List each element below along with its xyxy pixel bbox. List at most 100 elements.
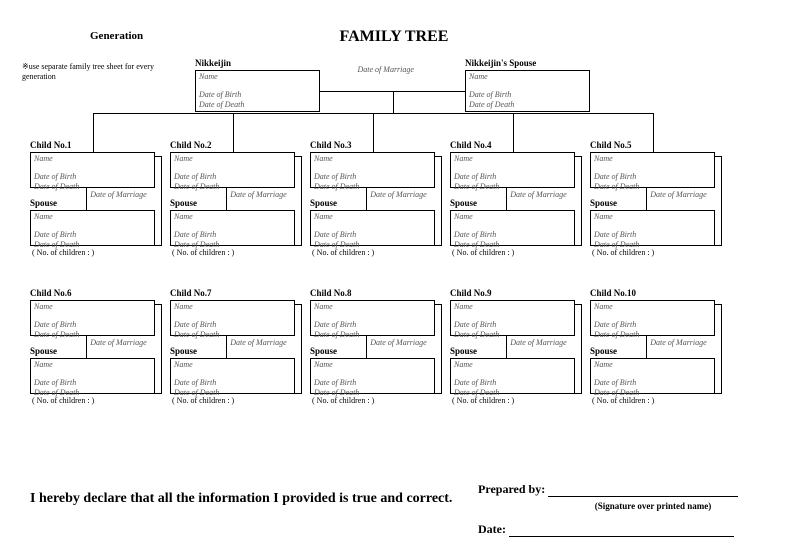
field-dob: Date of Birth bbox=[199, 90, 316, 100]
field-dod: Date of Death bbox=[199, 100, 316, 110]
person-box: Name Date of BirthDate of Death bbox=[590, 300, 715, 336]
generation-label: Generation bbox=[90, 30, 143, 42]
field-name: Name bbox=[594, 302, 711, 312]
num-children-field: ( No. of children : ) bbox=[592, 248, 717, 257]
person-box: Name Date of BirthDate of Death bbox=[590, 358, 715, 394]
field-name: Name bbox=[174, 360, 291, 370]
field-dob: Date of Birth bbox=[454, 230, 571, 240]
box-label: Child No.5 bbox=[590, 140, 632, 150]
field-name: Name bbox=[199, 72, 316, 82]
field-name: Name bbox=[34, 360, 151, 370]
field-dob: Date of Birth bbox=[174, 230, 291, 240]
box-label: Spouse bbox=[170, 198, 197, 208]
box-label: Spouse bbox=[590, 198, 617, 208]
date-of-marriage-field: Date of Marriage bbox=[370, 338, 426, 347]
field-name: Name bbox=[469, 72, 586, 82]
box-label: Spouse bbox=[310, 346, 337, 356]
person-box: Name Date of BirthDate of Death bbox=[30, 300, 155, 336]
field-name: Name bbox=[34, 212, 151, 222]
field-name: Name bbox=[454, 302, 571, 312]
box-label: Child No.4 bbox=[450, 140, 492, 150]
field-dob: Date of Birth bbox=[454, 320, 571, 330]
person-box: Name Date of BirthDate of Death bbox=[310, 152, 435, 188]
field-name: Name bbox=[594, 360, 711, 370]
field-dob: Date of Birth bbox=[314, 320, 431, 330]
field-name: Name bbox=[314, 360, 431, 370]
date-of-marriage-field: Date of Marriage bbox=[230, 338, 286, 347]
box-label: Child No.8 bbox=[310, 288, 352, 298]
person-box: Name Date of BirthDate of Death bbox=[310, 210, 435, 246]
num-children-field: ( No. of children : ) bbox=[312, 248, 437, 257]
person-box: Name Date of BirthDate of Death bbox=[450, 152, 575, 188]
box-label: Nikkeijin bbox=[195, 58, 231, 68]
person-box: Name Date of BirthDate of Death bbox=[195, 70, 320, 112]
date-of-marriage-label: Date of Marriage bbox=[358, 65, 414, 74]
box-label: Child No.9 bbox=[450, 288, 492, 298]
box-label: Child No.6 bbox=[30, 288, 72, 298]
declaration-text: I hereby declare that all the informatio… bbox=[30, 491, 452, 507]
person-box: Name Date of BirthDate of Death bbox=[170, 300, 295, 336]
prepared-by: Prepared by: bbox=[478, 482, 748, 497]
person-box: Name Date of BirthDate of Death bbox=[170, 210, 295, 246]
field-name: Name bbox=[454, 154, 571, 164]
field-dob: Date of Birth bbox=[594, 230, 711, 240]
field-dob: Date of Birth bbox=[314, 378, 431, 388]
box-label: Spouse bbox=[590, 346, 617, 356]
num-children-field: ( No. of children : ) bbox=[172, 396, 297, 405]
field-dob: Date of Birth bbox=[454, 172, 571, 182]
person-box: Name Date of BirthDate of Death bbox=[590, 152, 715, 188]
field-dob: Date of Birth bbox=[594, 378, 711, 388]
date-of-marriage-field: Date of Marriage bbox=[370, 190, 426, 199]
field-dob: Date of Birth bbox=[174, 378, 291, 388]
date-of-marriage-field: Date of Marriage bbox=[90, 190, 146, 199]
box-label: Nikkeijin's Spouse bbox=[465, 58, 536, 68]
field-name: Name bbox=[34, 302, 151, 312]
field-dob: Date of Birth bbox=[34, 378, 151, 388]
field-name: Name bbox=[314, 154, 431, 164]
field-name: Name bbox=[314, 302, 431, 312]
field-dob: Date of Birth bbox=[34, 320, 151, 330]
field-dod: Date of Death bbox=[469, 100, 586, 110]
field-dob: Date of Birth bbox=[34, 230, 151, 240]
num-children-field: ( No. of children : ) bbox=[32, 248, 157, 257]
field-name: Name bbox=[454, 212, 571, 222]
field-name: Name bbox=[174, 302, 291, 312]
person-box: Name Date of BirthDate of Death bbox=[450, 210, 575, 246]
person-box: Name Date of BirthDate of Death bbox=[30, 152, 155, 188]
date-of-marriage-field: Date of Marriage bbox=[650, 338, 706, 347]
field-dob: Date of Birth bbox=[174, 320, 291, 330]
sheet-note: ※use separate family tree sheet for ever… bbox=[22, 62, 172, 83]
box-label: Child No.1 bbox=[30, 140, 72, 150]
person-box: Name Date of BirthDate of Death bbox=[465, 70, 590, 112]
box-label: Spouse bbox=[450, 198, 477, 208]
field-dob: Date of Birth bbox=[34, 172, 151, 182]
box-label: Child No.10 bbox=[590, 288, 636, 298]
field-name: Name bbox=[34, 154, 151, 164]
field-name: Name bbox=[594, 212, 711, 222]
box-label: Spouse bbox=[310, 198, 337, 208]
num-children-field: ( No. of children : ) bbox=[452, 396, 577, 405]
num-children-field: ( No. of children : ) bbox=[32, 396, 157, 405]
box-label: Spouse bbox=[170, 346, 197, 356]
person-box: Name Date of BirthDate of Death bbox=[30, 210, 155, 246]
box-label: Spouse bbox=[30, 198, 57, 208]
person-box: Name Date of BirthDate of Death bbox=[450, 358, 575, 394]
date-of-marriage-field: Date of Marriage bbox=[510, 338, 566, 347]
num-children-field: ( No. of children : ) bbox=[172, 248, 297, 257]
box-label: Child No.3 bbox=[310, 140, 352, 150]
field-dob: Date of Birth bbox=[314, 230, 431, 240]
box-label: Child No.7 bbox=[170, 288, 212, 298]
field-dob: Date of Birth bbox=[174, 172, 291, 182]
signature-label: (Signature over printed name) bbox=[558, 501, 748, 511]
num-children-field: ( No. of children : ) bbox=[312, 396, 437, 405]
date-of-marriage-field: Date of Marriage bbox=[650, 190, 706, 199]
person-box: Name Date of BirthDate of Death bbox=[450, 300, 575, 336]
footer-date: Date: bbox=[478, 522, 748, 537]
date-of-marriage-field: Date of Marriage bbox=[510, 190, 566, 199]
person-box: Name Date of BirthDate of Death bbox=[310, 358, 435, 394]
num-children-field: ( No. of children : ) bbox=[592, 396, 717, 405]
field-dob: Date of Birth bbox=[594, 172, 711, 182]
field-name: Name bbox=[594, 154, 711, 164]
num-children-field: ( No. of children : ) bbox=[452, 248, 577, 257]
person-box: Name Date of BirthDate of Death bbox=[170, 152, 295, 188]
